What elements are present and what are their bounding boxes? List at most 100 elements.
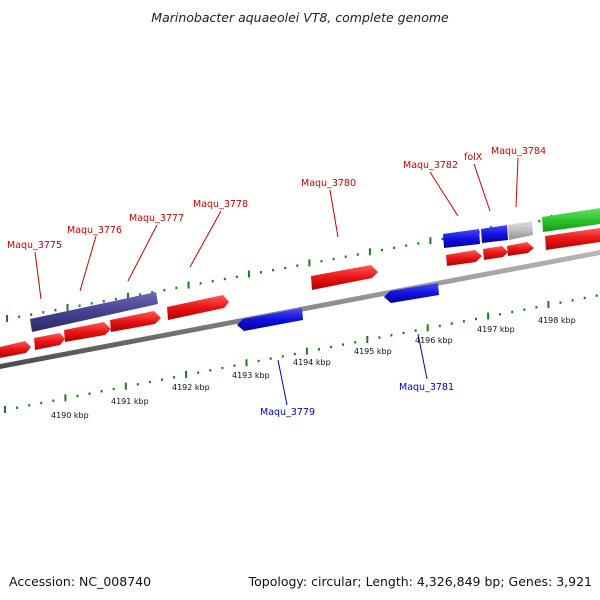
gene-label-maqu-3782[interactable]: Maqu_3782: [403, 160, 458, 171]
minor-tick: [112, 387, 115, 391]
major-tick: [247, 270, 250, 278]
minor-tick: [260, 271, 262, 274]
major-tick: [547, 301, 550, 308]
minor-tick: [378, 336, 381, 339]
minor-tick: [438, 324, 441, 328]
major-tick: [124, 382, 127, 390]
gene-arrow[interactable]: [483, 246, 508, 260]
minor-tick: [405, 244, 408, 247]
gene-arrow[interactable]: [542, 208, 600, 232]
minor-tick: [390, 334, 393, 337]
minor-tick: [462, 320, 465, 323]
gene-label-maqu-3780[interactable]: Maqu_3780: [301, 178, 356, 189]
minor-tick: [199, 282, 202, 285]
scale-label: 4195 kbp: [354, 347, 392, 356]
major-tick: [127, 292, 129, 300]
gene-arrow[interactable]: [0, 341, 31, 358]
gene-label-maqu-3781[interactable]: Maqu_3781: [399, 382, 454, 393]
major-tick: [64, 394, 67, 402]
major-tick: [487, 312, 490, 320]
gene-arrow[interactable]: [384, 283, 439, 303]
minor-tick: [330, 345, 333, 349]
gene-arrow[interactable]: [64, 322, 111, 342]
minor-tick: [221, 366, 224, 370]
minor-tick: [235, 275, 238, 278]
gene-label-folx[interactable]: folX: [464, 152, 483, 163]
minor-tick: [393, 246, 396, 249]
minor-tick: [88, 392, 91, 395]
minor-tick: [342, 343, 345, 346]
major-tick: [4, 406, 6, 413]
minor-tick: [354, 341, 357, 344]
gene-arrow[interactable]: [110, 311, 161, 332]
major-tick: [6, 315, 8, 322]
minor-tick: [344, 255, 347, 258]
gene-label-maqu-3776[interactable]: Maqu_3776: [67, 225, 122, 236]
minor-tick: [76, 394, 79, 398]
gene-label-maqu-3779[interactable]: Maqu_3779: [260, 407, 315, 418]
major-tick: [305, 347, 308, 355]
gene-arrow[interactable]: [545, 228, 600, 250]
minor-tick: [197, 371, 200, 374]
minor-tick: [163, 288, 166, 292]
minor-tick: [173, 376, 176, 379]
minor-tick: [52, 399, 55, 402]
minor-tick: [571, 299, 574, 302]
minor-tick: [42, 311, 45, 314]
gene-labels-reverse: Maqu_3779 Maqu_3781: [260, 382, 454, 418]
minor-tick: [233, 364, 236, 367]
minor-tick: [293, 352, 296, 356]
gene-arrow[interactable]: [446, 250, 482, 266]
minor-tick: [40, 401, 43, 405]
minor-tick: [381, 248, 383, 252]
minor-tick: [272, 268, 275, 272]
major-tick: [368, 248, 371, 256]
minor-tick: [320, 260, 323, 263]
gene-arrow[interactable]: [311, 265, 378, 290]
gene-arrow[interactable]: [443, 229, 480, 248]
minor-tick: [332, 257, 335, 261]
minor-tick: [402, 331, 405, 335]
gene-arrow[interactable]: [507, 242, 534, 256]
major-tick: [66, 303, 69, 311]
minor-tick: [269, 357, 272, 360]
minor-tick: [559, 301, 562, 304]
gene-arrow[interactable]: [30, 292, 158, 332]
minor-tick: [16, 406, 19, 409]
minor-tick: [30, 313, 33, 316]
minor-tick: [583, 296, 586, 300]
minor-tick: [139, 293, 142, 296]
gene-arrow[interactable]: [167, 295, 229, 320]
gene-label-maqu-3777[interactable]: Maqu_3777: [129, 213, 184, 224]
map-title: Marinobacter aquaeolei VT8, complete gen…: [151, 10, 449, 25]
scale-label: 4196 kbp: [415, 336, 453, 345]
minor-tick: [114, 297, 117, 301]
lower-tick-row: [4, 294, 598, 413]
gene-arrow[interactable]: [508, 221, 533, 240]
major-tick: [245, 359, 248, 367]
reverse-genes: [237, 283, 439, 331]
scale-label: 4193 kbp: [232, 371, 270, 380]
minor-tick: [54, 308, 57, 312]
minor-tick: [211, 280, 214, 283]
minor-tick: [148, 380, 151, 384]
gene-label-maqu-3775[interactable]: Maqu_3775: [7, 240, 62, 251]
major-tick: [308, 259, 311, 267]
minor-tick: [414, 329, 417, 332]
label-leaders: [34, 157, 519, 406]
minor-tick: [538, 220, 541, 223]
minor-tick: [535, 306, 538, 309]
forward-genes: [30, 208, 600, 332]
gene-label-maqu-3784[interactable]: Maqu_3784: [491, 146, 546, 157]
gene-arrow[interactable]: [481, 225, 508, 243]
gene-arrow[interactable]: [237, 308, 303, 331]
gene-label-maqu-3778[interactable]: Maqu_3778: [193, 199, 248, 210]
minor-tick: [175, 286, 178, 290]
major-tick: [185, 371, 188, 378]
major-tick: [187, 281, 190, 289]
gene-arrow[interactable]: [34, 333, 65, 350]
gene-labels-forward: Maqu_3775 Maqu_3776 Maqu_3777 Maqu_3778 …: [7, 146, 546, 251]
minor-tick: [595, 294, 598, 297]
minor-tick: [257, 359, 260, 363]
